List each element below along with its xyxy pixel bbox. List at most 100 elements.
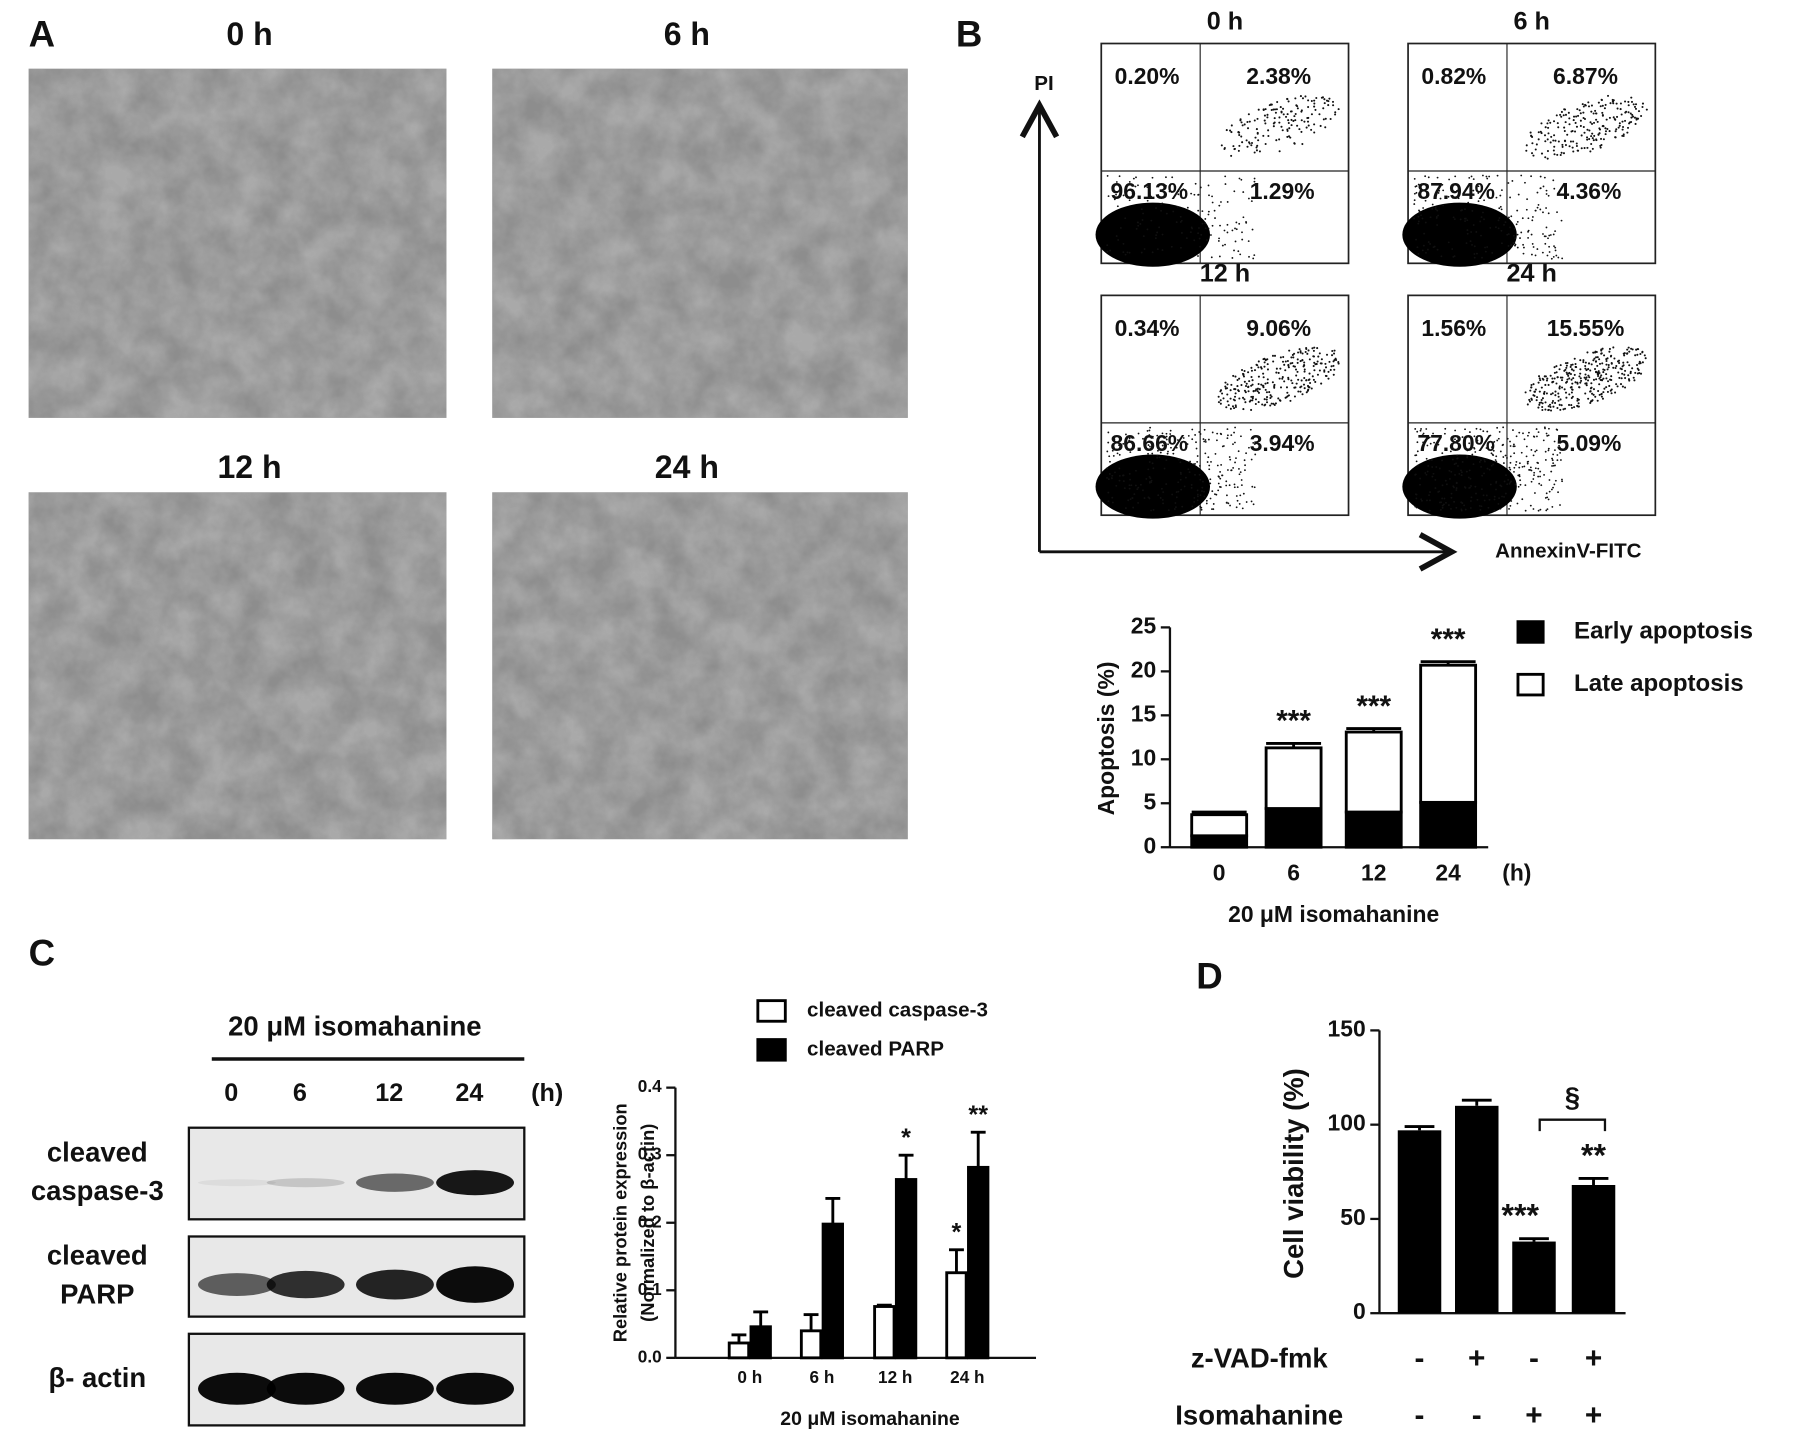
event-dot [1149, 426, 1152, 429]
event-dot [1180, 473, 1182, 475]
event-dot [1111, 474, 1114, 477]
event-dot [1260, 383, 1263, 386]
event-dot [1514, 237, 1517, 240]
event-dot [1476, 439, 1479, 442]
event-dot [1113, 198, 1116, 201]
event-dot [1211, 431, 1214, 434]
event-dot [1425, 457, 1428, 460]
event-dot [1315, 362, 1318, 365]
event-dot [1633, 379, 1636, 382]
event-dot [1287, 121, 1290, 125]
event-dot [1466, 219, 1469, 222]
event-dot [1118, 479, 1121, 482]
event-dot [1582, 125, 1585, 129]
event-dot [1570, 404, 1573, 407]
event-dot [1238, 177, 1241, 180]
event-dot [1510, 244, 1513, 246]
event-dot [1627, 111, 1630, 114]
event-dot [1556, 459, 1559, 462]
event-dot [1573, 373, 1576, 376]
event-dot [1275, 108, 1278, 111]
event-dot [1500, 485, 1503, 488]
event-dot [1306, 120, 1310, 123]
event-dot [1431, 466, 1434, 468]
event-dot [1142, 235, 1145, 238]
event-dot [1537, 138, 1540, 141]
event-dot [1429, 442, 1432, 445]
event-dot [1234, 375, 1237, 378]
event-dot [1232, 398, 1235, 401]
event-dot [1571, 388, 1574, 391]
event-dot [1230, 469, 1233, 472]
event-dot [1226, 393, 1229, 396]
event-dot [1274, 111, 1277, 114]
event-dot [1556, 122, 1559, 125]
event-dot [1597, 370, 1600, 373]
event-dot [1288, 135, 1291, 138]
event-dot [1257, 391, 1260, 394]
event-dot [1590, 386, 1593, 389]
event-dot [1578, 375, 1581, 378]
event-dot [1165, 438, 1168, 441]
event-dot [1413, 192, 1416, 195]
significance: ** [968, 1101, 988, 1129]
event-dot [1151, 435, 1154, 438]
event-dot [1286, 135, 1289, 138]
event-dot [1262, 386, 1265, 389]
event-dot [1556, 153, 1559, 156]
event-dot [1605, 373, 1608, 376]
event-dot [1160, 209, 1162, 212]
event-dot [1559, 153, 1562, 157]
event-dot [1490, 452, 1493, 455]
event-dot [1558, 191, 1561, 194]
event-dot [1171, 493, 1174, 496]
event-dot [1127, 499, 1130, 502]
event-dot [1138, 448, 1141, 451]
event-dot [1270, 402, 1273, 405]
y-tick-label: 0.2 [638, 1211, 662, 1231]
event-dot [1499, 450, 1502, 453]
event-dot [1413, 199, 1416, 202]
event-dot [1460, 501, 1463, 504]
event-dot [1441, 504, 1444, 507]
event-dot [1303, 368, 1306, 371]
event-dot [1539, 208, 1542, 211]
legend-swatch [756, 1038, 787, 1062]
event-dot [1256, 387, 1259, 390]
event-dot [1572, 140, 1575, 143]
bar [727, 1341, 751, 1360]
event-dot [1479, 459, 1482, 462]
event-dot [1565, 381, 1568, 384]
image-title: 12 h [217, 449, 281, 485]
event-dot [1219, 399, 1222, 402]
event-dot [1442, 503, 1445, 506]
event-dot [1148, 461, 1151, 463]
event-dot [1590, 363, 1593, 366]
event-dot [1528, 398, 1531, 401]
event-dot [1250, 408, 1253, 411]
event-dot [1561, 143, 1564, 146]
event-dot [1314, 108, 1317, 111]
event-dot [1190, 226, 1193, 229]
event-dot [1627, 346, 1630, 349]
event-dot [1180, 232, 1183, 234]
event-dot [1480, 505, 1483, 508]
event-dot [1322, 118, 1325, 121]
event-dot [1250, 395, 1253, 398]
event-dot [1592, 393, 1595, 396]
event-dot [1266, 381, 1269, 384]
event-dot [1467, 476, 1470, 479]
event-dot [1600, 143, 1603, 147]
cell-cluster [1402, 454, 1517, 519]
event-dot [1436, 224, 1439, 226]
event-dot [1538, 377, 1541, 380]
event-dot [1518, 462, 1521, 465]
event-dot [1590, 382, 1593, 385]
event-dot [1563, 130, 1566, 133]
event-dot [1310, 99, 1313, 103]
event-dot [1556, 211, 1558, 214]
event-dot [1553, 153, 1556, 156]
event-dot [1601, 104, 1604, 107]
micrograph-texture [28, 492, 447, 840]
